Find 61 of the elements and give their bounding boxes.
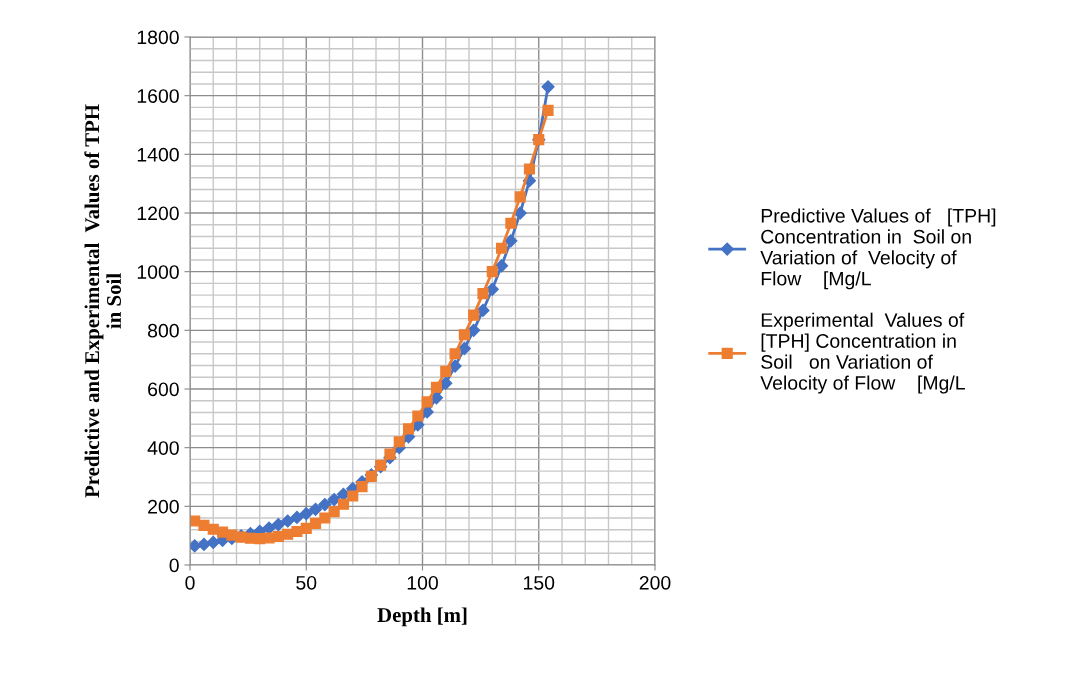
y-tick-label: 200 xyxy=(148,499,179,514)
point xyxy=(412,410,424,422)
point xyxy=(384,448,396,460)
point xyxy=(327,492,341,507)
point xyxy=(468,309,480,321)
x-axis-title: Depth [m] xyxy=(377,607,467,627)
y-tick-label: 400 xyxy=(147,441,179,455)
y-tick-label: 600 xyxy=(148,382,179,397)
point xyxy=(458,329,470,341)
point xyxy=(505,217,517,229)
x-tick-label: 50 xyxy=(296,575,317,590)
point xyxy=(281,514,295,528)
point xyxy=(449,348,461,360)
x-tick-label: 200 xyxy=(639,575,671,590)
y-tick-label: 1200 xyxy=(137,206,179,221)
point xyxy=(523,163,536,175)
point xyxy=(486,266,498,278)
point xyxy=(541,80,555,94)
point xyxy=(495,242,508,254)
point xyxy=(328,506,340,518)
point xyxy=(347,490,359,502)
point xyxy=(356,481,368,493)
point xyxy=(337,498,350,510)
point xyxy=(318,497,332,512)
point xyxy=(198,519,210,531)
point xyxy=(190,539,202,553)
point xyxy=(430,381,443,393)
y-axis-title: Predictive and Experimental Values of TPH in Soil xyxy=(84,104,121,498)
point xyxy=(226,529,238,541)
y-tick-label: 1000 xyxy=(137,265,179,279)
point xyxy=(440,365,452,377)
y-tick-label: 1600 xyxy=(137,89,179,103)
y-tick-label: 0 xyxy=(169,558,179,573)
point xyxy=(513,206,527,220)
legend-label: Experimental Values of [TPH] Concentration in Soil on Variation of Velocity of Flow [Mg/L xyxy=(760,312,965,394)
point xyxy=(421,396,433,408)
point xyxy=(402,423,415,435)
y-tick-label: 800 xyxy=(147,323,179,338)
point xyxy=(494,259,509,273)
point xyxy=(542,104,554,116)
point xyxy=(514,191,526,203)
point xyxy=(263,532,275,544)
point xyxy=(308,502,323,516)
x-tick-label: 150 xyxy=(524,575,555,590)
point xyxy=(477,288,489,300)
x-tick-label: 100 xyxy=(407,575,438,590)
point xyxy=(291,526,303,538)
point xyxy=(393,436,405,448)
point xyxy=(206,535,220,550)
point xyxy=(197,537,211,552)
point xyxy=(448,359,462,373)
x-tick-label: 0 xyxy=(185,575,195,590)
point xyxy=(299,507,313,521)
y-tick-label: 1800 xyxy=(137,30,179,45)
point xyxy=(476,303,490,317)
y-tick-label: 1400 xyxy=(137,147,179,162)
point xyxy=(504,234,518,248)
legend-label: Predictive Values of [TPH] Concentration in Soil on Variation of Velocity of Flow [Mg/L xyxy=(760,208,996,290)
point xyxy=(290,510,304,525)
point xyxy=(271,517,285,532)
point xyxy=(319,512,331,524)
